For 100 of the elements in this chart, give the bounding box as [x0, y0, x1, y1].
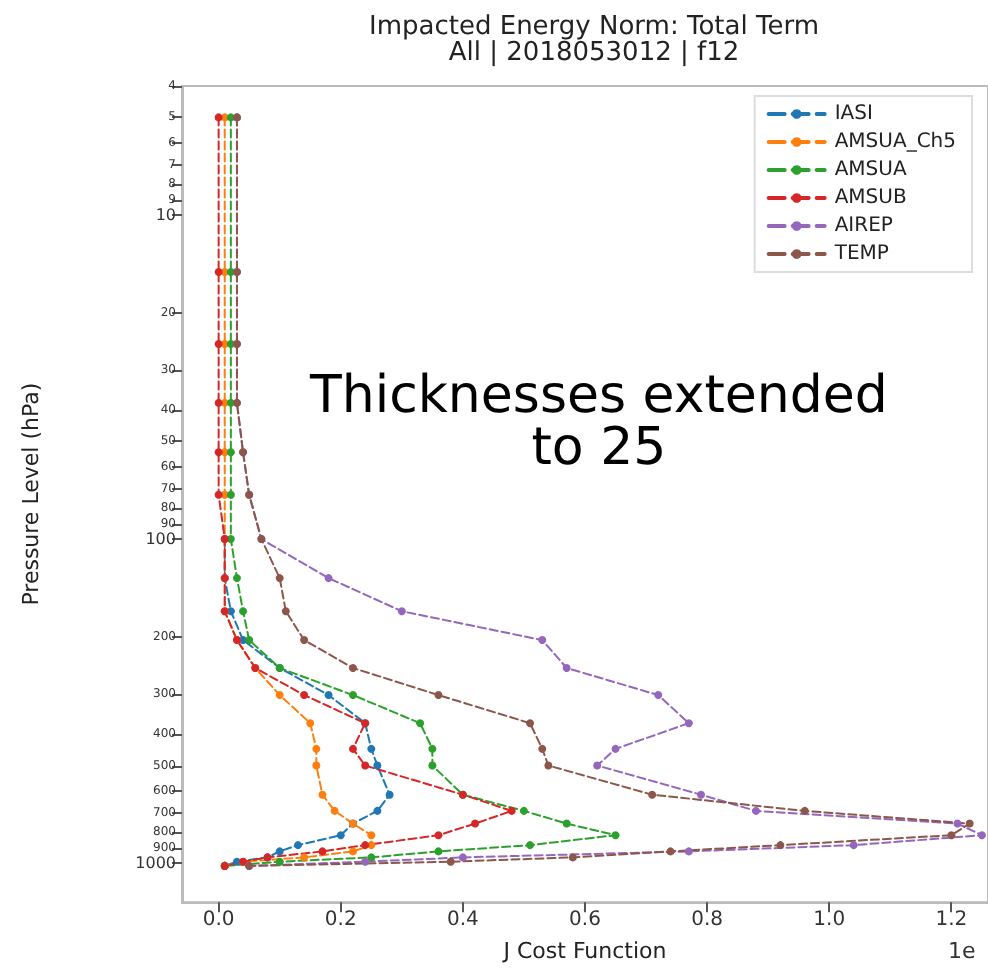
x-tick-label: 0.0	[202, 909, 235, 932]
point	[373, 761, 382, 770]
point	[562, 819, 571, 828]
chart-title: Impacted Energy Norm: Total Term	[369, 12, 819, 42]
point	[300, 636, 309, 645]
x-axis-title: J Cost Function	[501, 938, 667, 964]
x-tick-label: 0.8	[691, 909, 724, 932]
point	[367, 744, 376, 753]
point	[275, 847, 284, 856]
point	[318, 847, 327, 856]
text: 1e	[948, 938, 976, 964]
point	[800, 806, 809, 815]
x-tick-label: 0.2	[324, 909, 357, 932]
point	[226, 490, 235, 499]
x-tick-label: 0.6	[569, 909, 601, 932]
point	[214, 268, 223, 277]
point	[507, 806, 516, 815]
y-tick-label: 100	[145, 530, 176, 549]
annotation: Thicknesses extended to 25	[307, 366, 888, 478]
point	[519, 806, 528, 815]
x-tick-label: 1.0	[813, 909, 846, 932]
point	[214, 490, 223, 499]
point	[538, 744, 547, 753]
point	[385, 790, 394, 799]
y-tick-label: 1000	[135, 854, 176, 873]
point	[361, 841, 370, 850]
point	[446, 857, 455, 866]
point	[300, 853, 309, 862]
point	[294, 841, 303, 850]
legend-label: AIREP	[834, 215, 893, 237]
legend-label: TEMP	[832, 243, 889, 265]
point	[648, 790, 657, 799]
point	[367, 831, 376, 840]
point	[300, 691, 309, 700]
point	[226, 448, 235, 457]
point	[684, 719, 693, 728]
point	[611, 831, 620, 840]
point	[666, 847, 675, 856]
x-tick-label: 1.2	[935, 909, 968, 932]
point	[526, 841, 535, 850]
point	[214, 339, 223, 348]
point	[568, 853, 577, 862]
chart-subtitle: All | 2018053012 | f12	[448, 38, 740, 68]
point	[348, 664, 357, 673]
point	[361, 761, 370, 770]
point	[214, 113, 223, 122]
point	[214, 448, 223, 457]
legend-label: AMSUB	[834, 187, 907, 209]
point	[397, 607, 406, 616]
point	[538, 636, 547, 645]
point	[367, 853, 376, 862]
point	[214, 398, 223, 407]
point	[977, 831, 986, 840]
point	[953, 819, 962, 828]
legend-label: AMSUA_Ch5	[834, 131, 957, 153]
point	[471, 819, 480, 828]
point	[428, 744, 437, 753]
point	[416, 719, 425, 728]
legend-label: IASI	[834, 103, 873, 125]
point	[373, 806, 382, 815]
point	[654, 691, 663, 700]
point	[434, 847, 443, 856]
point	[312, 761, 321, 770]
point	[611, 744, 620, 753]
point	[434, 691, 443, 700]
point	[526, 719, 535, 728]
point	[593, 761, 602, 770]
point	[348, 691, 357, 700]
point	[245, 636, 254, 645]
point	[544, 761, 553, 770]
point	[428, 761, 437, 770]
point	[275, 574, 284, 583]
point	[324, 574, 333, 583]
point	[348, 744, 357, 753]
point	[434, 831, 443, 840]
point	[312, 744, 321, 753]
point	[361, 857, 370, 866]
point	[562, 664, 571, 673]
point	[697, 790, 706, 799]
point	[324, 691, 333, 700]
point	[947, 831, 956, 840]
point	[965, 819, 974, 828]
point	[275, 857, 284, 866]
point	[232, 574, 241, 583]
point	[336, 831, 345, 840]
x-tick-label: 0.4	[446, 909, 479, 932]
point	[751, 806, 760, 815]
point	[849, 841, 858, 850]
point	[458, 853, 467, 862]
y-axis-title: Pressure Level (hPa)	[18, 382, 44, 606]
point	[306, 719, 315, 728]
point	[330, 806, 339, 815]
legend-label: AMSUA	[834, 159, 907, 181]
y-tick-label: 10	[155, 205, 176, 224]
point	[281, 607, 290, 616]
point	[348, 847, 357, 856]
point	[239, 607, 248, 616]
point	[776, 841, 785, 850]
point	[684, 847, 693, 856]
point	[275, 691, 284, 700]
